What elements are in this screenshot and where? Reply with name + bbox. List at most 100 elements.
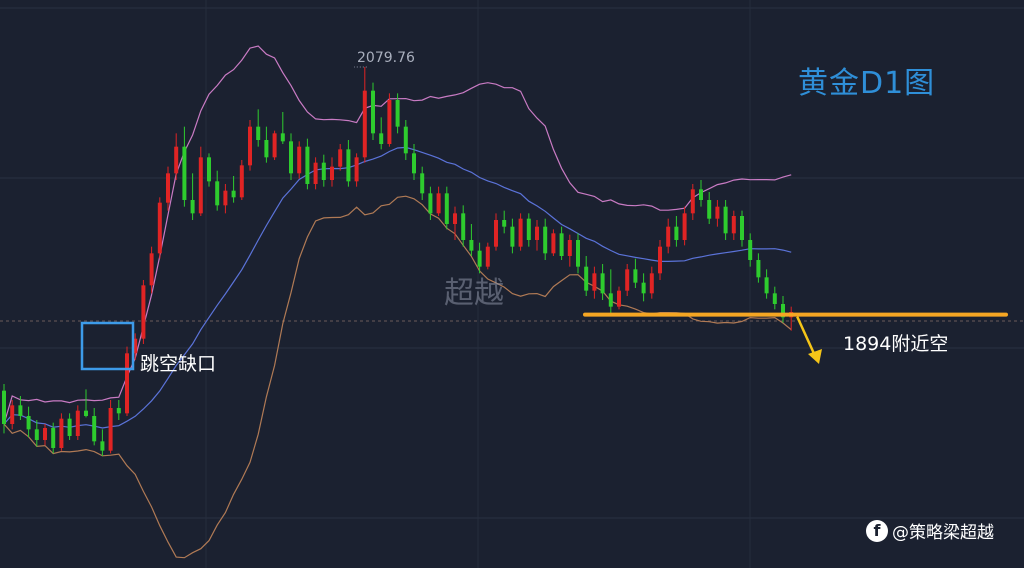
- candle-body: [633, 269, 638, 283]
- candle-body: [682, 213, 687, 240]
- candle-body: [649, 273, 654, 294]
- candle-body: [215, 181, 220, 206]
- facebook-icon: f: [866, 519, 888, 542]
- footer-credit: f @策略梁超越: [866, 518, 994, 543]
- candle-body: [313, 162, 318, 184]
- candle-body: [420, 173, 425, 194]
- candle-body: [666, 226, 671, 247]
- candle-body: [43, 428, 47, 440]
- candle-body: [84, 410, 88, 416]
- candle-body: [510, 226, 515, 247]
- candle-body: [715, 206, 720, 219]
- candle-body: [174, 146, 179, 174]
- candle-body: [371, 90, 375, 134]
- gap-annotation: 跳空缺口: [140, 353, 217, 375]
- candle-body: [559, 233, 564, 256]
- candle-body: [149, 253, 154, 286]
- candle-body: [428, 193, 433, 214]
- candle-body: [658, 246, 662, 274]
- candle-body: [239, 165, 244, 198]
- candle-body: [781, 304, 785, 318]
- candle-body: [92, 416, 97, 442]
- candle-body: [133, 338, 138, 354]
- max-price-label: 2079.76: [357, 50, 415, 66]
- candle-body: [469, 240, 474, 251]
- candle-body: [518, 218, 523, 247]
- short-annotation: 1894附近空: [843, 333, 949, 355]
- gap-box: [80, 321, 135, 371]
- candle-body: [674, 226, 679, 240]
- candle-body: [264, 140, 269, 158]
- candle-body: [403, 126, 408, 154]
- short-arrow: [796, 316, 818, 359]
- candle-body: [280, 133, 285, 142]
- candle-body: [617, 290, 621, 307]
- candle-body: [387, 100, 392, 144]
- candle-body: [748, 240, 753, 260]
- candle-body: [182, 146, 187, 200]
- candle-body: [412, 153, 416, 174]
- candle-body: [198, 157, 203, 214]
- candle-body: [723, 206, 728, 234]
- candle-body: [567, 240, 572, 256]
- candle-body: [190, 200, 195, 214]
- candle-body: [379, 133, 384, 144]
- candle-body: [592, 273, 597, 291]
- candle-body: [289, 141, 293, 174]
- candle-body: [543, 226, 548, 254]
- candle-body: [576, 240, 580, 267]
- candle-body: [321, 162, 326, 180]
- candle-body: [699, 189, 703, 200]
- candle-body: [485, 246, 490, 267]
- candle-body: [756, 260, 761, 278]
- candle-body: [272, 133, 277, 158]
- candle-body: [436, 193, 441, 214]
- candle-body: [608, 293, 613, 307]
- candle-body: [731, 216, 736, 234]
- candle-body: [600, 273, 605, 294]
- candle-body: [223, 190, 228, 206]
- candle-body: [26, 416, 31, 430]
- candle-body: [51, 428, 56, 448]
- candle-body: [707, 200, 712, 219]
- candle-body: [362, 90, 367, 158]
- candle-body: [330, 166, 334, 180]
- candle-body: [395, 100, 400, 127]
- watermark: 超越: [444, 276, 504, 311]
- candle-body: [535, 226, 539, 240]
- candle-body: [2, 390, 6, 424]
- candles: [2, 66, 794, 456]
- candle-body: [297, 146, 302, 174]
- candle-body: [108, 408, 113, 451]
- candle-body: [584, 266, 589, 291]
- candle-body: [494, 220, 498, 247]
- candle-body: [625, 269, 630, 291]
- short-arrow-head: [808, 349, 822, 364]
- candle-body: [67, 418, 72, 436]
- candle-body: [34, 429, 39, 440]
- candle-body: [338, 149, 343, 167]
- candle-body: [346, 149, 351, 182]
- candle-body: [125, 353, 129, 414]
- candle-body: [772, 293, 777, 304]
- candle-body: [305, 146, 310, 184]
- candle-body: [18, 405, 23, 416]
- candle-body: [764, 277, 769, 294]
- candle-body: [141, 285, 146, 339]
- chart-title: 黄金D1图: [798, 66, 936, 101]
- candle-body: [444, 193, 449, 224]
- candle-body: [59, 418, 64, 448]
- candle-body: [100, 441, 105, 451]
- candle-body: [477, 250, 482, 267]
- candle-body: [354, 157, 359, 182]
- footer-text: @策略梁超越: [892, 523, 994, 543]
- candle-body: [207, 157, 211, 182]
- candle-body: [690, 189, 695, 214]
- candle-body: [551, 233, 556, 254]
- candle-body: [526, 218, 531, 240]
- candle-body: [641, 282, 646, 294]
- candle-body: [461, 213, 466, 240]
- candle-body: [740, 216, 744, 240]
